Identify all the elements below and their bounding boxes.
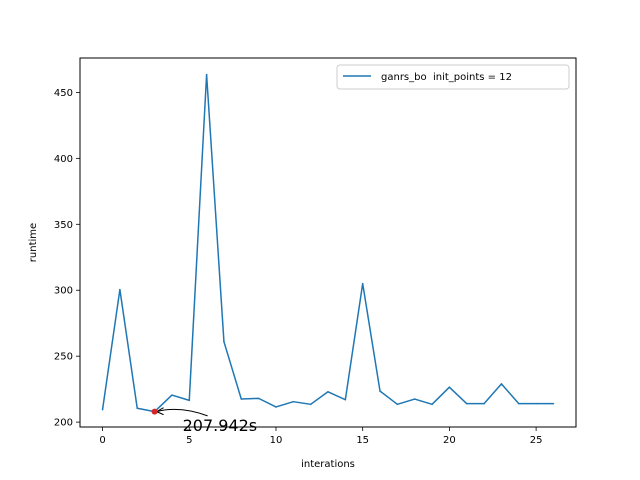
data-point [465, 402, 468, 405]
y-tick-label: 400 [54, 154, 73, 165]
axes-frame [79, 57, 577, 428]
data-point [361, 282, 364, 285]
x-axis-label: interations [301, 459, 355, 470]
x-tick-label: 10 [270, 435, 283, 446]
x-tick-label: 5 [186, 435, 192, 446]
y-axis: 200 250 300 350 400 450 [54, 88, 80, 429]
data-point [483, 402, 485, 405]
data-point [500, 383, 503, 385]
data-point [205, 73, 208, 76]
data-point [257, 397, 260, 400]
data-point [431, 403, 433, 406]
data-point [240, 398, 243, 400]
annotation-arrow [156, 408, 208, 417]
y-tick-label: 350 [54, 220, 73, 231]
legend-box [336, 64, 570, 90]
data-point [188, 399, 191, 402]
x-tick-label: 15 [356, 435, 369, 446]
data-point [518, 402, 520, 405]
data-point [275, 406, 277, 408]
annotation: 207.942s [151, 407, 257, 435]
x-axis: 0 5 10 15 20 25 [99, 427, 542, 446]
x-tick-label: 25 [530, 435, 543, 446]
legend-label: ganrs_bo init_points = 12 [381, 72, 512, 83]
y-axis-label: runtime [28, 223, 39, 262]
data-point [136, 407, 138, 410]
data-point [552, 402, 555, 405]
data-point [344, 398, 347, 401]
data-point [171, 394, 173, 396]
data-point [101, 408, 104, 411]
annotation-text: 207.942s [183, 416, 257, 435]
data-point [327, 391, 329, 393]
data-point [413, 398, 416, 400]
data-point [535, 402, 537, 405]
data-point [448, 386, 451, 388]
x-tick-label: 0 [99, 435, 105, 446]
y-tick-label: 250 [54, 352, 73, 363]
data-point [292, 400, 295, 403]
data-point [223, 340, 225, 343]
x-tick-label: 20 [443, 435, 456, 446]
data-point [119, 288, 121, 291]
legend: ganrs_bo init_points = 12 [336, 64, 570, 90]
y-tick-label: 300 [54, 286, 73, 297]
y-tick-label: 200 [54, 418, 73, 429]
data-point [379, 390, 381, 392]
data-point [396, 403, 399, 406]
data-point [309, 403, 312, 406]
y-tick-label: 450 [54, 88, 73, 99]
plot-area [101, 73, 555, 413]
annotation-marker [151, 408, 158, 415]
